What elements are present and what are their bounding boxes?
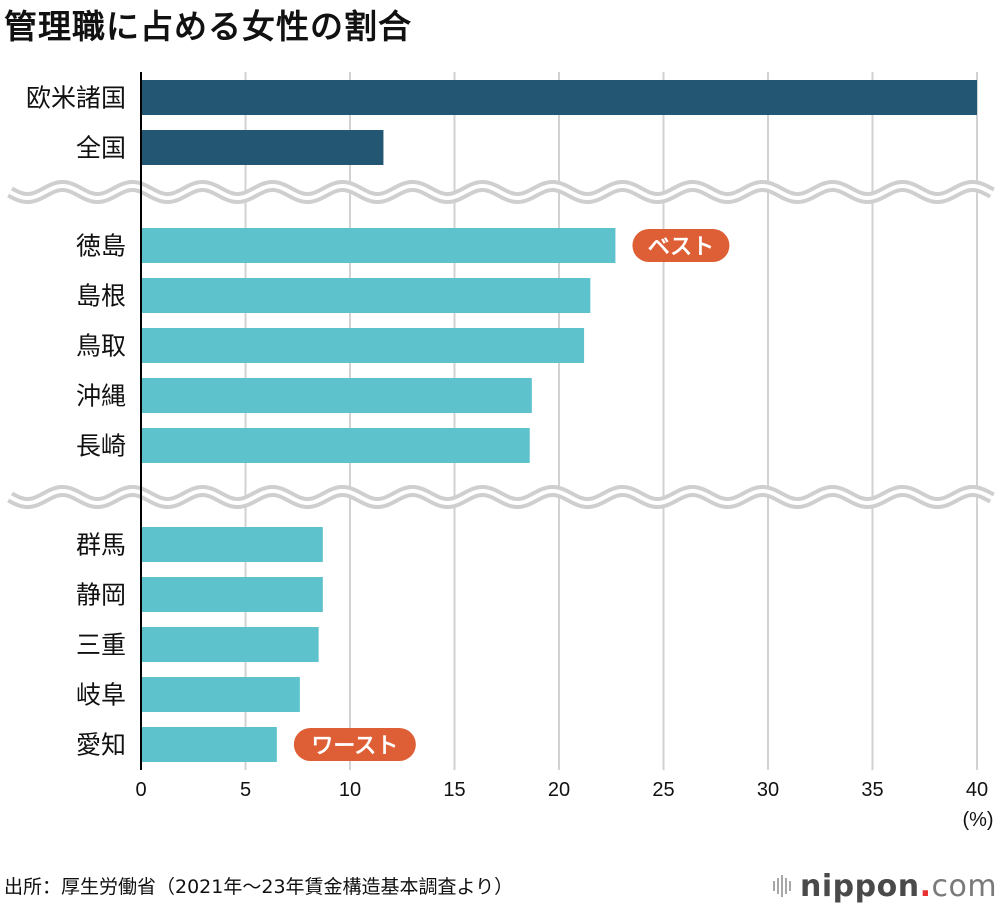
- category-label: 全国: [76, 134, 126, 163]
- bar: [142, 527, 323, 562]
- nippon-com-logo: nippon.com: [773, 868, 997, 904]
- bar: [142, 677, 300, 712]
- x-tick-label: 40: [966, 779, 988, 801]
- category-label: 静岡: [76, 581, 126, 610]
- category-label: 長崎: [76, 432, 126, 461]
- bar: [142, 278, 591, 313]
- grid-lines: [244, 72, 978, 770]
- logo-soundwave-icon: [773, 875, 791, 897]
- chart-title: 管理職に占める女性の割合: [4, 7, 412, 46]
- category-label: 徳島: [76, 232, 126, 261]
- bar: [142, 228, 616, 263]
- x-tick-label: 20: [548, 779, 570, 801]
- x-tick-label: 35: [861, 779, 883, 801]
- source-note: 出所：厚生労働省（2021年〜23年賃金構造基本調査より）: [4, 876, 514, 898]
- bar: [142, 627, 319, 662]
- category-label: 欧米諸国: [26, 84, 126, 113]
- axis-breaks: [7, 180, 995, 509]
- x-tick-label: 0: [135, 779, 146, 801]
- bar: [142, 328, 585, 363]
- axis-break-wave-inner: [9, 489, 993, 505]
- annotation-badge-label: ベスト: [648, 235, 714, 260]
- bars: [142, 80, 977, 762]
- annotation-badge: [293, 728, 416, 761]
- axis-break-wave-inner: [9, 184, 993, 200]
- x-tick-label: 25: [652, 779, 674, 801]
- annotation-badge-label: ワースト: [311, 734, 398, 759]
- category-label: 島根: [76, 282, 126, 311]
- x-tick-label: 30: [757, 779, 779, 801]
- x-tick-labels: 0 5 10 15 20 25 30 35 40: [135, 779, 988, 801]
- bar: [142, 428, 530, 463]
- category-label: 鳥取: [76, 332, 126, 361]
- x-tick-label: 5: [240, 779, 251, 801]
- x-tick-label: 10: [339, 779, 361, 801]
- x-tick-label: 15: [443, 779, 465, 801]
- category-label: 沖縄: [76, 382, 126, 411]
- bar: [142, 130, 384, 165]
- bar: [142, 80, 977, 115]
- x-axis-unit-label: (%): [962, 809, 993, 831]
- category-label: 岐阜: [76, 681, 126, 710]
- bar: [142, 378, 532, 413]
- bar: [142, 577, 323, 612]
- logo-wordmark: nippon.com: [800, 868, 998, 904]
- annotation-badge: [632, 229, 730, 262]
- category-label: 愛知: [76, 731, 126, 760]
- category-label: 三重: [76, 631, 126, 660]
- bar: [142, 727, 277, 762]
- category-label: 群馬: [76, 531, 126, 560]
